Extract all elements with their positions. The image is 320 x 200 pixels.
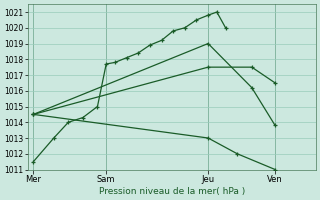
X-axis label: Pression niveau de la mer( hPa ): Pression niveau de la mer( hPa ) — [99, 187, 245, 196]
